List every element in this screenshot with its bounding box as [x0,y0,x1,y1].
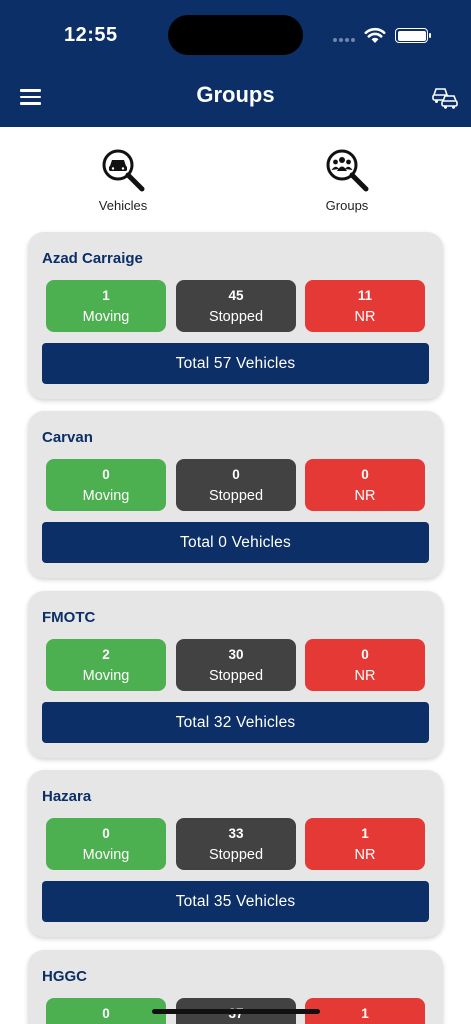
nr-count: 0 [361,647,369,662]
nr-count-button[interactable]: 1 [305,998,425,1024]
cars-icon[interactable] [432,85,458,109]
home-indicator[interactable] [152,1009,320,1014]
group-name: Azad Carraige [42,250,143,267]
moving-count-button[interactable]: 1 Moving [46,280,166,332]
moving-count-button[interactable]: 0 Moving [46,459,166,511]
search-groups-button[interactable]: Groups [287,140,407,220]
status-icons [333,26,433,44]
search-vehicles-button[interactable]: Vehicles [63,140,183,220]
moving-count: 0 [102,1006,110,1021]
app-header: 12:55 Groups [0,0,471,127]
status-time: 12:55 [64,24,118,46]
moving-count-button[interactable]: 0 [46,998,166,1024]
dynamic-island [168,15,303,55]
total-vehicles-button[interactable]: Total 0 Vehicles [42,522,429,563]
search-groups-label: Groups [325,198,369,213]
moving-label: Moving [82,309,130,325]
stopped-count-button[interactable]: 33 Stopped [176,818,296,870]
battery-icon [395,28,431,43]
nr-count-button[interactable]: 0 NR [305,459,425,511]
wifi-icon [364,27,386,43]
nr-count-button[interactable]: 0 NR [305,639,425,691]
group-name: HGGC [42,968,87,985]
stopped-label: Stopped [208,847,264,863]
nr-label: NR [354,668,376,684]
moving-count: 0 [102,826,110,841]
moving-label: Moving [82,488,130,504]
moving-count-button[interactable]: 2 Moving [46,639,166,691]
search-group-icon [326,149,369,192]
group-card[interactable]: Hazara 0 Moving 33 Stopped 1 NR Total 35… [28,770,443,937]
group-card[interactable]: Azad Carraige 1 Moving 45 Stopped 11 NR … [28,232,443,399]
stopped-count: 33 [228,826,244,841]
total-vehicles-button[interactable]: Total 35 Vehicles [42,881,429,922]
nr-label: NR [354,488,376,504]
hamburger-menu-icon[interactable] [20,89,41,105]
nr-label: NR [354,309,376,325]
nr-count-button[interactable]: 1 NR [305,818,425,870]
nr-label: NR [354,847,376,863]
page-title: Groups [196,82,275,107]
stopped-count-button[interactable]: 30 Stopped [176,639,296,691]
total-vehicles-button[interactable]: Total 57 Vehicles [42,343,429,384]
search-vehicles-label: Vehicles [98,198,148,213]
group-name: Carvan [42,429,93,446]
group-name: FMOTC [42,609,96,626]
stopped-count-button[interactable]: 45 Stopped [176,280,296,332]
nr-count: 0 [361,467,369,482]
nr-count: 1 [361,826,369,841]
total-vehicles-button[interactable]: Total 32 Vehicles [42,702,429,743]
moving-label: Moving [82,668,130,684]
nr-count: 11 [357,288,373,303]
moving-count: 0 [102,467,110,482]
stopped-count: 30 [228,647,244,662]
moving-label: Moving [82,847,130,863]
group-card[interactable]: Carvan 0 Moving 0 Stopped 0 NR Total 0 V… [28,411,443,578]
moving-count: 2 [102,647,110,662]
moving-count: 1 [102,288,110,303]
stopped-count-button[interactable]: 0 Stopped [176,459,296,511]
signal-icon [333,38,355,42]
stopped-label: Stopped [208,488,264,504]
moving-count-button[interactable]: 0 Moving [46,818,166,870]
nr-count-button[interactable]: 11 NR [305,280,425,332]
stopped-label: Stopped [208,309,264,325]
stopped-count: 45 [228,288,244,303]
stopped-label: Stopped [208,668,264,684]
nr-count: 1 [361,1006,369,1021]
search-vehicle-icon [102,149,145,192]
stopped-count: 0 [232,467,240,482]
group-name: Hazara [42,788,92,805]
group-card[interactable]: FMOTC 2 Moving 30 Stopped 0 NR Total 32 … [28,591,443,758]
